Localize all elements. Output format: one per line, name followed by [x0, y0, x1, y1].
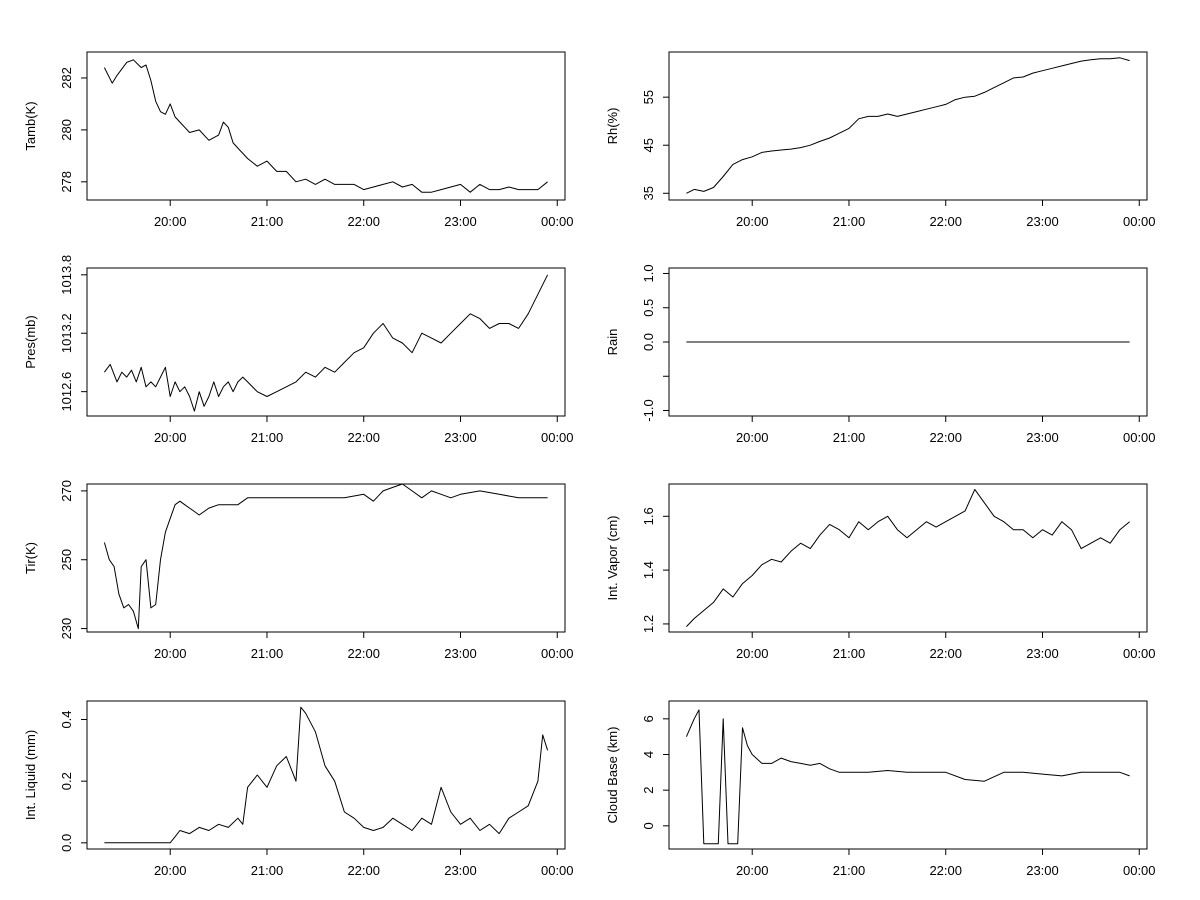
x-tick-label: 21:00 [251, 214, 284, 229]
plot-frame [668, 700, 1148, 850]
y-tick-label: 1013.8 [59, 255, 74, 295]
x-tick-label: 00:00 [1123, 863, 1156, 878]
x-tick-label: 21:00 [833, 863, 866, 878]
panel-8: 20:00 21:00 22:00 23:00 00:00 0 2 4 6 Cloud Base … [605, 700, 1156, 878]
y-tick-label: 55 [641, 90, 656, 104]
series-line [686, 488, 1130, 627]
x-tick-label: 20:00 [736, 214, 769, 229]
x-tick-label: 20:00 [154, 863, 187, 878]
y-tick-label: 2 [641, 787, 656, 794]
plot-frame [668, 51, 1148, 201]
y-tick-label: 0.2 [59, 772, 74, 790]
x-tick-label: 20:00 [154, 430, 187, 445]
y-tick-label: 230 [59, 618, 74, 640]
x-tick-label: 20:00 [736, 646, 769, 661]
x-tick-label: 23:00 [1026, 430, 1059, 445]
y-tick-label: 250 [59, 549, 74, 571]
x-tick-label: 00:00 [541, 646, 574, 661]
plot-frame [86, 51, 566, 201]
x-tick-label: 23:00 [444, 646, 477, 661]
x-tick-label: 22:00 [929, 646, 962, 661]
panel-7: 20:00 21:00 22:00 23:00 00:00 0.0 0.2 0.4 Int. L… [23, 700, 574, 878]
y-tick-label: 1.2 [641, 615, 656, 633]
x-tick-label: 22:00 [929, 863, 962, 878]
panel-1: 20:00 21:00 22:00 23:00 00:00 278 280 282 Tamb(K… [23, 51, 574, 229]
x-tick-label: 00:00 [1123, 214, 1156, 229]
plot-frame [86, 267, 566, 417]
y-tick-label: 1.6 [641, 507, 656, 525]
series-line [103, 59, 548, 193]
x-tick-label: 22:00 [347, 430, 380, 445]
y-axis-label: Int. Liquid (mm) [23, 730, 38, 820]
x-tick-label: 22:00 [347, 214, 380, 229]
plot-frame [668, 483, 1148, 633]
y-tick-label: 0 [641, 822, 656, 829]
panel-6: 20:00 21:00 22:00 23:00 00:00 1.2 1.4 1.6 Int. V… [605, 483, 1156, 661]
x-tick-label: 22:00 [347, 646, 380, 661]
y-tick-label: 1012.6 [59, 372, 74, 412]
x-tick-label: 00:00 [541, 430, 574, 445]
y-axis-label: Rain [605, 329, 620, 356]
plot-frame [86, 700, 566, 850]
panel-5: 20:00 21:00 22:00 23:00 00:00 230 250 270 Tir(K) [23, 480, 574, 661]
y-tick-label: 1.4 [641, 561, 656, 579]
x-tick-label: 00:00 [541, 863, 574, 878]
x-tick-label: 23:00 [444, 863, 477, 878]
x-tick-label: 21:00 [251, 646, 284, 661]
y-tick-label: 1013.2 [59, 313, 74, 353]
series-line [104, 706, 549, 844]
x-tick-label: 00:00 [1123, 430, 1156, 445]
x-tick-label: 22:00 [929, 214, 962, 229]
y-axis-label: Tamb(K) [23, 101, 38, 150]
x-tick-label: 20:00 [154, 646, 187, 661]
y-tick-label: 0.0 [59, 834, 74, 852]
y-axis-label: Pres(mb) [23, 315, 38, 368]
x-tick-label: 20:00 [736, 863, 769, 878]
y-tick-label: 1.0 [641, 264, 656, 282]
x-tick-label: 23:00 [1026, 214, 1059, 229]
y-tick-label: 278 [59, 171, 74, 193]
panel-2: 20:00 21:00 22:00 23:00 00:00 35 45 55 Rh(%) [605, 51, 1156, 229]
y-tick-label: 0.4 [59, 710, 74, 728]
x-tick-label: 21:00 [833, 430, 866, 445]
x-tick-label: 22:00 [929, 430, 962, 445]
y-tick-label: 270 [59, 480, 74, 502]
y-tick-label: 0.0 [641, 333, 656, 351]
panel-3: 20:00 21:00 22:00 23:00 00:00 1012.6 1013.2 101… [23, 255, 574, 445]
x-tick-label: 20:00 [736, 430, 769, 445]
x-tick-label: 22:00 [347, 863, 380, 878]
y-tick-label: 45 [641, 138, 656, 152]
x-tick-label: 23:00 [1026, 646, 1059, 661]
y-tick-label: 4 [641, 751, 656, 758]
plot-frame [86, 483, 566, 633]
y-tick-label: 282 [59, 67, 74, 89]
series-line [686, 57, 1130, 194]
x-tick-label: 21:00 [251, 430, 284, 445]
y-axis-label: Rh(%) [605, 108, 620, 145]
x-tick-label: 00:00 [1123, 646, 1156, 661]
x-tick-label: 23:00 [444, 430, 477, 445]
x-tick-label: 21:00 [833, 646, 866, 661]
x-tick-label: 21:00 [251, 863, 284, 878]
series-line [103, 274, 549, 412]
y-axis-label: Cloud Base (km) [605, 727, 620, 824]
y-tick-label: 6 [641, 715, 656, 722]
y-tick-label: 280 [59, 119, 74, 141]
x-tick-label: 00:00 [541, 214, 574, 229]
x-tick-label: 21:00 [833, 214, 866, 229]
y-axis-label: Tir(K) [23, 542, 38, 574]
x-tick-label: 23:00 [1026, 863, 1059, 878]
y-tick-label: 35 [641, 186, 656, 200]
x-tick-label: 23:00 [444, 214, 477, 229]
y-tick-label: -1.0 [641, 399, 656, 421]
y-axis-label: Int. Vapor (cm) [605, 515, 620, 600]
x-tick-label: 20:00 [154, 214, 187, 229]
series-line [103, 483, 548, 630]
panel-4: 20:00 21:00 22:00 23:00 00:00 -1.0 0.0 0.5 1.0 Ra… [605, 264, 1156, 445]
series-line [685, 709, 1130, 845]
y-tick-label: 0.5 [641, 299, 656, 317]
